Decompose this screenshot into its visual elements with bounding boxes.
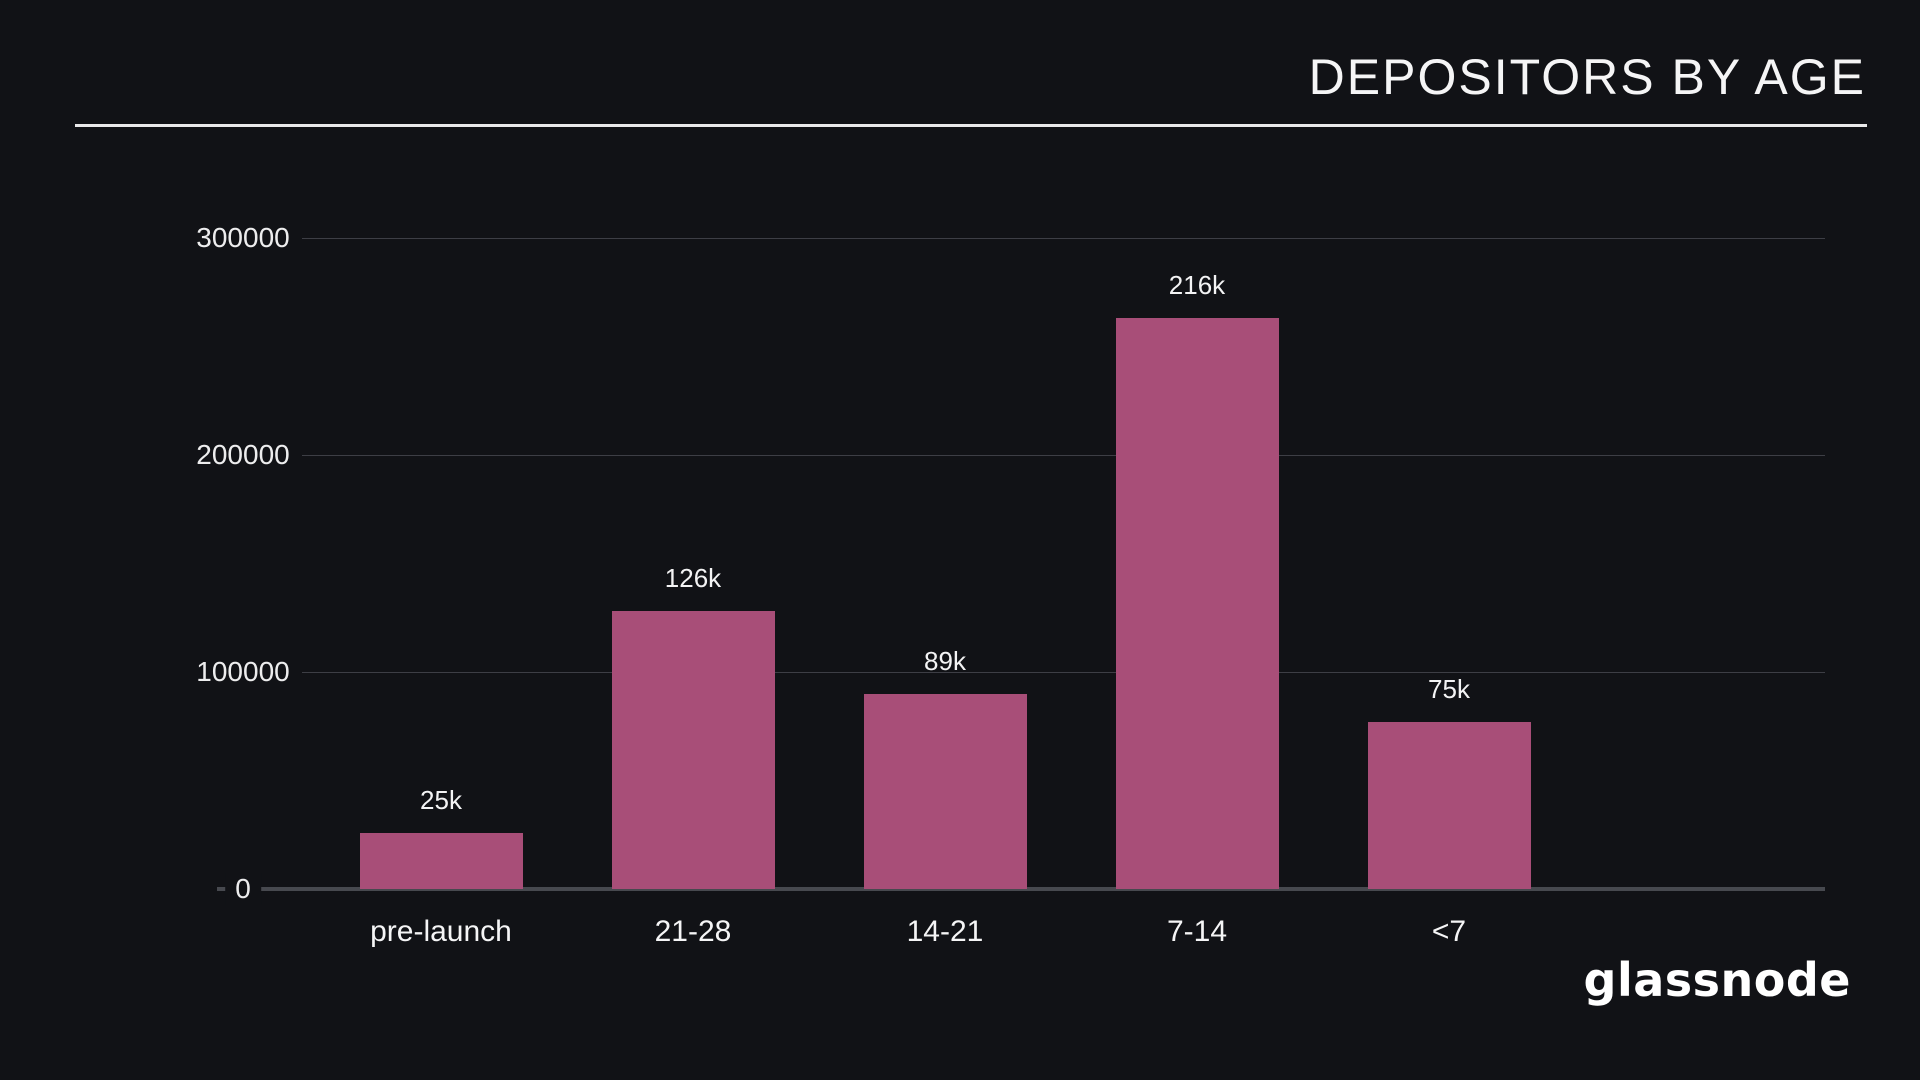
x-tick-label: <7	[1431, 915, 1467, 948]
bar-value-label: 89k	[924, 646, 966, 676]
bar-14-21	[864, 694, 1027, 889]
y-tick-label: 0	[225, 873, 261, 905]
gridline-300000	[302, 238, 1825, 239]
chart-title: DEPOSITORS BY AGE	[1308, 49, 1866, 105]
bar-<7	[1368, 722, 1531, 889]
x-tick-label: 7-14	[1166, 915, 1228, 948]
bar-value-label: 75k	[1428, 674, 1470, 704]
bar-value-label: 126k	[664, 563, 722, 593]
x-tick-label: 21-28	[654, 915, 732, 948]
x-tick-label: pre-launch	[370, 915, 512, 948]
title-underline	[75, 124, 1867, 127]
bar-21-28	[612, 611, 775, 889]
bar-value-label: 216k	[1168, 270, 1226, 300]
x-tick-label: 14-21	[906, 915, 984, 948]
gridline-200000	[302, 455, 1825, 456]
gridline-100000	[302, 672, 1825, 673]
y-tick-label: 200000	[196, 439, 290, 470]
bar-pre-launch	[360, 833, 523, 889]
glassnode-logo: glassnode	[1583, 953, 1851, 1007]
y-tick-label: 300000	[196, 222, 290, 253]
bar-value-label: 25k	[420, 785, 462, 815]
bar-7-14	[1116, 318, 1279, 889]
y-tick-label: 100000	[196, 656, 290, 687]
x-axis-baseline	[217, 887, 1825, 891]
